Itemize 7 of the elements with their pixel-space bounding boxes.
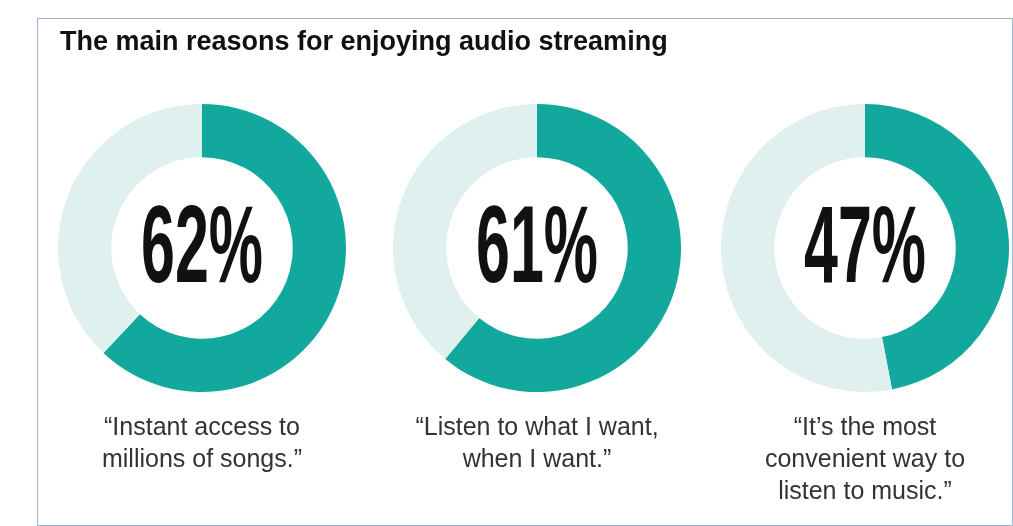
text: The main reasons for enjoying audio streaming xyxy=(60,26,668,57)
text: “Listen to what I want, when I want.” xyxy=(414,411,660,474)
data-label: 62% xyxy=(141,183,263,306)
text: “Instant access to millions of songs.” xyxy=(100,411,304,474)
text: “It’s the most convenient way to listen to music.” xyxy=(763,411,967,506)
data-label: 47% xyxy=(804,183,926,306)
data-label: 61% xyxy=(476,183,598,306)
